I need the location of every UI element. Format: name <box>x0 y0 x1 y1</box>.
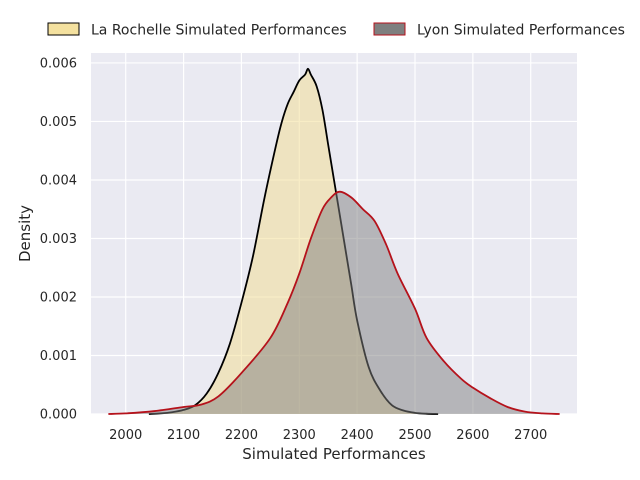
legend-item-series-1: La Rochelle Simulated Performances <box>47 22 347 39</box>
x-axis-title: Simulated Performances <box>242 445 426 463</box>
legend-swatch <box>47 22 80 36</box>
y-axis-title: Density <box>16 205 34 262</box>
x-tick-label: 2100 <box>167 428 200 443</box>
x-tick-label: 2300 <box>283 428 316 443</box>
legend-label: La Rochelle Simulated Performances <box>91 23 347 39</box>
density-series <box>108 67 560 415</box>
density-area-series-2 <box>108 191 560 414</box>
y-tick-label: 0.002 <box>40 290 77 305</box>
y-tick-label: 0.001 <box>40 349 77 364</box>
legend-label: Lyon Simulated Performances <box>417 23 625 39</box>
y-tick-label: 0.000 <box>40 408 77 423</box>
x-tick-label: 2000 <box>109 428 142 443</box>
x-tick-label: 2700 <box>514 428 547 443</box>
legend-item-series-2: Lyon Simulated Performances <box>373 22 625 39</box>
legend: La Rochelle Simulated Performances Lyon S… <box>47 22 625 39</box>
y-tick-label: 0.006 <box>40 56 77 71</box>
x-tick-label: 2200 <box>225 428 258 443</box>
x-tick-label: 2500 <box>398 428 431 443</box>
density-line-series-2 <box>108 190 560 415</box>
y-tick-label: 0.004 <box>40 173 77 188</box>
y-tick-label: 0.005 <box>40 115 77 130</box>
density-area-series-1 <box>148 68 439 415</box>
axis-ticks: 2000 2100 2200 2300 2400 2500 2600 2700 0.000 0.0… <box>40 56 547 443</box>
x-tick-label: 2400 <box>341 428 374 443</box>
y-tick-label: 0.003 <box>40 232 77 247</box>
x-tick-label: 2600 <box>456 428 489 443</box>
legend-swatch <box>373 22 406 36</box>
